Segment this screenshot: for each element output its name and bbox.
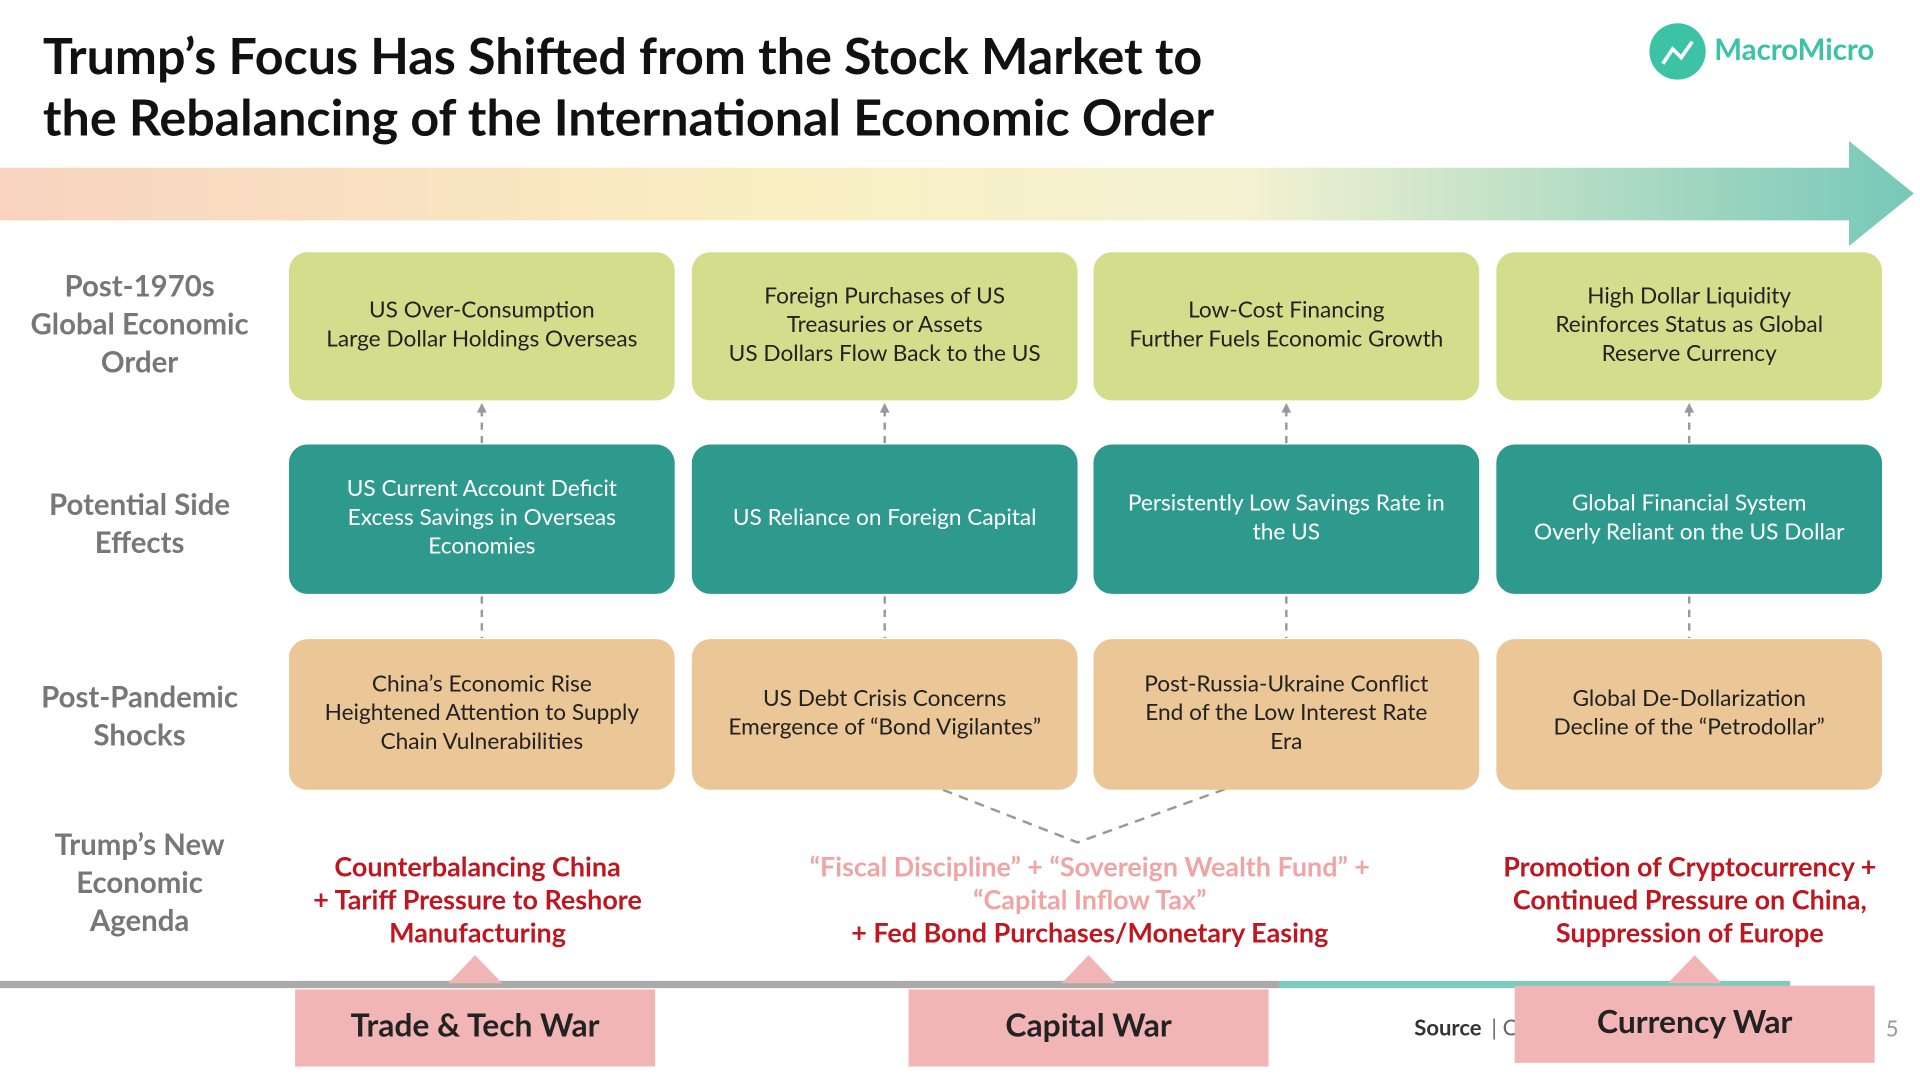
text-line: Agenda: [89, 903, 189, 938]
text-line: “Fiscal Discipline” + “Sovereign Wealth …: [810, 849, 1370, 882]
text-line: US Dollars Flow Back to the US: [729, 339, 1041, 366]
tab: [1514, 985, 1875, 1063]
order-box: [1093, 252, 1480, 401]
converge-line: [942, 783, 1238, 844]
text-line: Reserve Currency: [1602, 339, 1777, 366]
text-line: “Capital Inflow Tax”: [973, 882, 1206, 915]
text-line: Global Financial System: [1572, 489, 1807, 516]
order-box: [1496, 252, 1883, 401]
text-line: US Current Account Deficit: [347, 474, 617, 501]
tab: [908, 989, 1269, 1067]
text-line: Overly Reliant on the US Dollar: [1534, 517, 1845, 544]
text-line: Post-Russia-Ukraine Conflict: [1144, 669, 1428, 696]
shock-box: [1093, 639, 1480, 790]
converge-lines: [942, 783, 1238, 844]
text-line: Economic: [76, 865, 203, 900]
tab-pointer: [448, 955, 503, 984]
order-box: [691, 252, 1078, 401]
timeline-arrow: [0, 140, 1914, 247]
text-line: Shocks: [94, 717, 186, 752]
tab-pointer: [1061, 955, 1116, 984]
text-line: Era: [1270, 727, 1302, 754]
tab: [295, 989, 656, 1067]
text-line: High Dollar Liquidity: [1587, 281, 1791, 308]
effect-box: [288, 444, 675, 594]
tab-label: Trade & Tech War: [351, 1006, 600, 1044]
text-line: US Over-Consumption: [369, 296, 595, 323]
page-number: 5: [1886, 1015, 1899, 1042]
text-line: Economies: [428, 532, 535, 559]
text-line: Post-Pandemic: [41, 679, 238, 714]
text-line: Chain Vulnerabilities: [380, 727, 583, 754]
text-line: US Reliance on Foreign Capital: [733, 503, 1037, 530]
shock-box: [1496, 639, 1883, 790]
text-line: US Debt Crisis Concerns: [763, 684, 1006, 711]
logo-text: MacroMicro: [1714, 32, 1874, 67]
shock-box: [288, 639, 675, 790]
text-line: Heightened Attention to Supply: [325, 698, 640, 725]
text-line: + Fed Bond Purchases/Monetary Easing: [851, 915, 1328, 948]
source-label: Source: [1414, 1013, 1481, 1040]
text-line: Effects: [95, 525, 185, 560]
text-line: Post-1970s: [64, 269, 214, 304]
text-line: + Tariff Pressure to Reshore: [313, 882, 642, 915]
arrow-head: [1281, 402, 1292, 413]
text-line: Trump’s New: [55, 827, 225, 862]
tab-pointer: [1667, 955, 1722, 984]
text-line: China’s Economic Rise: [372, 669, 592, 696]
arrow-head: [476, 402, 487, 413]
effect-box: [691, 444, 1078, 594]
text-line: Global Economic: [31, 306, 249, 341]
text-line: Low-Cost Financing: [1188, 296, 1385, 323]
logo: MacroMicro: [1649, 23, 1874, 80]
text-line: Decline of the “Petrodollar”: [1554, 713, 1825, 740]
text-line: Foreign Purchases of US: [764, 281, 1005, 308]
order-box: [288, 252, 675, 401]
tab-label: Currency War: [1597, 1002, 1793, 1040]
text-line: the US: [1253, 517, 1320, 544]
text-line: Large Dollar Holdings Overseas: [326, 324, 637, 351]
text-line: Order: [101, 344, 178, 379]
text-line: Continued Pressure on China,: [1513, 882, 1867, 915]
text-line: Treasuries or Assets: [787, 310, 983, 337]
text-line: Further Fuels Economic Growth: [1129, 324, 1443, 351]
text-line: Persistently Low Savings Rate in: [1128, 489, 1445, 516]
text-line: Manufacturing: [389, 915, 566, 948]
text-line: Excess Savings in Overseas: [348, 503, 616, 530]
tab-label: Capital War: [1005, 1006, 1171, 1044]
effect-box: [1093, 444, 1480, 594]
text-line: Promotion of Cryptocurrency +: [1503, 849, 1876, 882]
arrow-head: [879, 402, 890, 413]
effect-box: [1496, 444, 1883, 594]
text-line: Reinforces Status as Global: [1555, 310, 1823, 337]
arrow-head: [1684, 402, 1695, 413]
text-line: Counterbalancing China: [334, 849, 620, 882]
text-line: Suppression of Europe: [1556, 915, 1824, 948]
title-line: Trump’s Focus Has Shifted from the Stock…: [43, 24, 1202, 85]
logo-glyph: [1661, 40, 1694, 65]
shock-box: [691, 639, 1078, 790]
text-line: Potential Side: [49, 487, 230, 522]
text-line: Global De-Dollarization: [1572, 684, 1805, 711]
text-line: Emergence of “Bond Vigilantes”: [728, 713, 1041, 740]
text-line: End of the Low Interest Rate: [1145, 698, 1427, 725]
title-line: the Rebalancing of the International Eco…: [43, 85, 1214, 146]
